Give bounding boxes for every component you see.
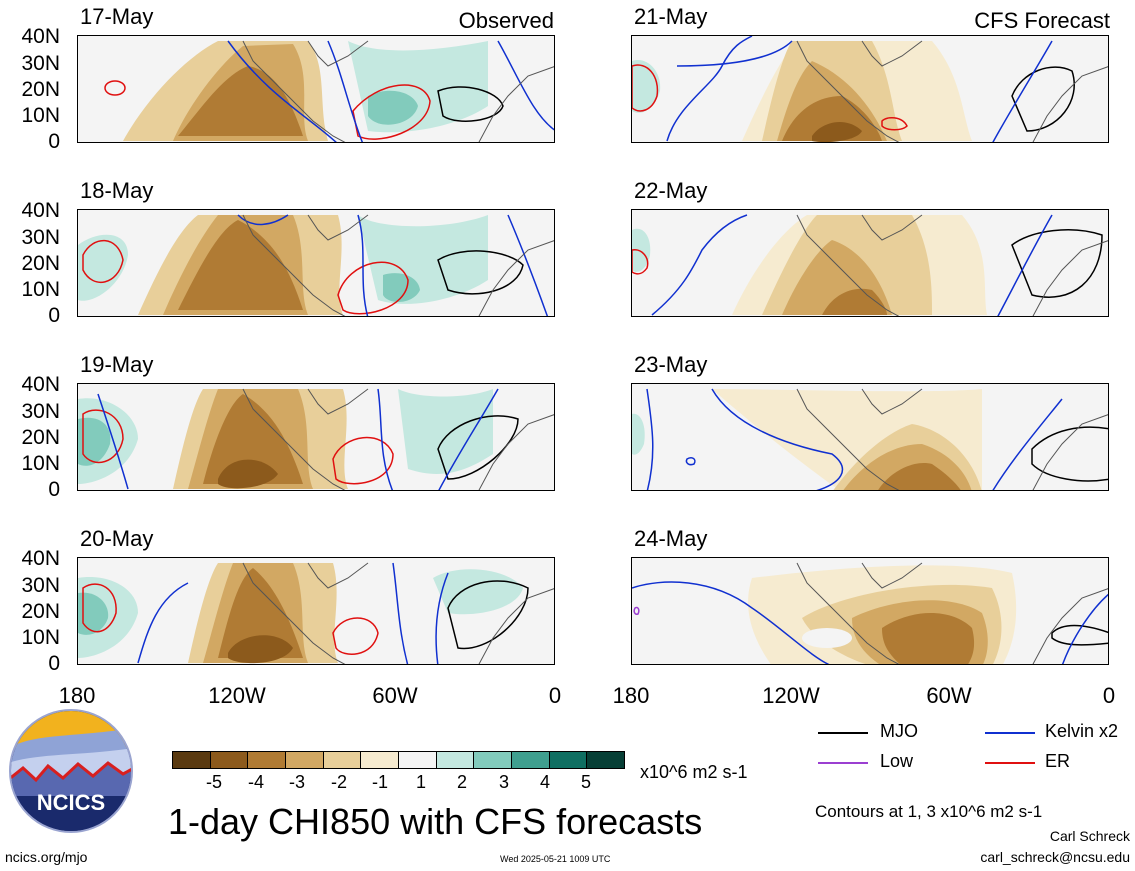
lat-label: 10N — [21, 626, 60, 649]
lon-label: 120W — [208, 683, 266, 708]
lat-label: 30N — [21, 574, 60, 597]
panel-date-3: 19-May — [80, 352, 154, 377]
lat-label: 20N — [21, 78, 60, 101]
lat-label: 0 — [48, 130, 60, 153]
colorbar-swatch — [398, 752, 436, 768]
page-title: 1-day CHI850 with CFS forecasts — [168, 801, 703, 842]
lat-label: 40N — [21, 547, 60, 570]
lat-label: 10N — [21, 104, 60, 127]
legend-swatch-mjo — [818, 732, 868, 734]
site-url: ncics.org/mjo — [5, 849, 88, 865]
colorbar-swatch — [435, 752, 474, 768]
author-name: Carl Schreck — [1049, 828, 1130, 844]
panel-date-1: 17-May — [80, 4, 154, 29]
colorbar-label: -3 — [288, 772, 305, 792]
lat-label: 10N — [21, 278, 60, 301]
legend-swatch-low — [818, 762, 868, 764]
lat-label: 20N — [21, 600, 60, 623]
legend-label-low: Low — [880, 751, 914, 771]
map-panel-23-may — [631, 383, 1109, 491]
colorbar-swatch — [322, 752, 361, 768]
ncics-logo: NCICS — [8, 708, 134, 834]
map-panel-22-may — [631, 209, 1109, 317]
lat-label: 30N — [21, 52, 60, 75]
lat-label: 30N — [21, 400, 60, 423]
panel-date-7: 23-May — [634, 352, 708, 377]
lon-label: 0 — [548, 683, 562, 708]
map-panel-18-may — [77, 209, 555, 317]
colorbar-label: 4 — [539, 772, 550, 792]
legend-label-mjo: MJO — [880, 721, 918, 741]
map-panel-19-may — [77, 383, 555, 491]
lon-label: 0 — [1102, 683, 1116, 708]
lat-label: 40N — [21, 199, 60, 222]
colorbar-label: -2 — [330, 772, 347, 792]
map-panel-17-may — [77, 35, 555, 143]
legend-label-kelvin: Kelvin x2 — [1045, 721, 1119, 741]
colorbar-units: x10^6 m2 s-1 — [640, 762, 748, 782]
contours-note: Contours at 1, 3 x10^6 m2 s-1 — [815, 802, 1043, 821]
lat-label: 10N — [21, 452, 60, 475]
map-graphic — [632, 388, 1108, 490]
map-graphic — [632, 562, 1108, 664]
map-graphic — [78, 388, 554, 490]
panel-date-4: 20-May — [80, 526, 154, 551]
colorbar-label: -5 — [205, 772, 222, 792]
lon-label: 60W — [926, 683, 972, 708]
lon-label: 120W — [762, 683, 820, 708]
colorbar-swatch — [173, 752, 210, 768]
observed-label: Observed — [458, 8, 554, 33]
timestamp: Wed 2025-05-21 1009 UTC — [500, 854, 611, 864]
panel-date-6: 22-May — [634, 178, 708, 203]
panel-date-5: 21-May — [634, 4, 708, 29]
legend-label-er: ER — [1045, 751, 1071, 771]
map-graphic — [632, 36, 1108, 142]
lon-label: 60W — [372, 683, 418, 708]
panel-date-8: 24-May — [634, 526, 708, 551]
map-graphic — [104, 40, 554, 142]
lat-label: 20N — [21, 426, 60, 449]
ncics-logo-graphic: NCICS — [9, 709, 133, 833]
colorbar-label: 2 — [456, 772, 467, 792]
map-graphic — [78, 214, 554, 316]
colorbar-label: 3 — [498, 772, 509, 792]
colorbar — [172, 751, 625, 769]
lat-label: 0 — [48, 478, 60, 501]
colorbar-label: -4 — [247, 772, 264, 792]
legend-swatch-er — [985, 762, 1035, 764]
author-email: carl_schreck@ncsu.edu — [980, 849, 1130, 865]
map-panel-20-may — [77, 557, 555, 665]
colorbar-swatch — [247, 752, 286, 768]
colorbar-label: 1 — [415, 772, 426, 792]
colorbar-label: -1 — [371, 772, 388, 792]
colorbar-swatch — [285, 752, 323, 768]
panel-date-2: 18-May — [80, 178, 154, 203]
colorbar-swatch — [548, 752, 587, 768]
lat-label: 20N — [21, 252, 60, 275]
colorbar-swatch — [209, 752, 248, 768]
lat-label: 30N — [21, 226, 60, 249]
lat-label: 0 — [48, 304, 60, 327]
map-graphic — [78, 562, 554, 664]
lat-label: 0 — [48, 652, 60, 675]
lat-label: 40N — [21, 25, 60, 48]
map-graphic — [632, 214, 1108, 316]
logo-text: NCICS — [37, 790, 105, 815]
map-panel-21-may — [631, 35, 1109, 143]
colorbar-label: 5 — [580, 772, 591, 792]
lon-label: 180 — [612, 683, 650, 708]
colorbar-swatch — [511, 752, 549, 768]
colorbar-swatch — [360, 752, 399, 768]
map-panel-24-may — [631, 557, 1109, 665]
legend-swatch-kelvin — [985, 732, 1035, 734]
colorbar-swatch — [586, 752, 625, 768]
lon-label: 180 — [58, 683, 96, 708]
forecast-label: CFS Forecast — [974, 8, 1110, 33]
colorbar-swatch — [473, 752, 512, 768]
lat-label: 40N — [21, 373, 60, 396]
